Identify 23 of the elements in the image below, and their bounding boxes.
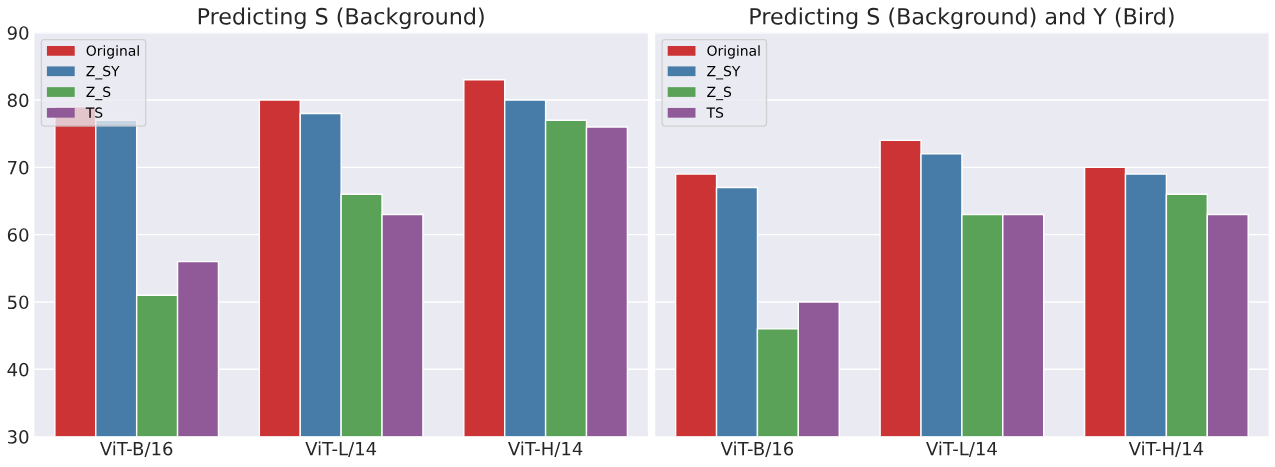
legend-label: Z_SY: [86, 65, 120, 80]
legend-label: Original: [707, 45, 760, 59]
legend-label: TS: [706, 107, 724, 118]
y-tick-label: 90: [7, 26, 29, 40]
y-tick-label: 40: [7, 362, 29, 377]
y-tick-label: 30: [7, 430, 29, 444]
x-tick-label: ViT-H/14: [1128, 441, 1204, 457]
x-tick-label: ViT-H/14: [508, 441, 583, 457]
y-tick-label: 70: [8, 160, 29, 175]
x-tick-label: ViT-L/14: [305, 441, 377, 457]
legend-label: Z_S: [86, 86, 111, 101]
x-tick-label: ViT-L/14: [926, 441, 997, 457]
legend-label: TS: [85, 107, 103, 118]
y-tick-label: 60: [7, 228, 29, 242]
chart-title: Predicting S (Background) and Y (Bird): [750, 7, 1174, 29]
legend-label: Original: [86, 45, 139, 59]
chart-title: Predicting S (Background): [198, 7, 484, 29]
y-tick-label: 50: [7, 295, 29, 310]
x-tick-label: ViT-B/16: [720, 441, 794, 457]
legend-label: Z_SY: [707, 65, 741, 80]
x-tick-label: ViT-B/16: [99, 441, 173, 457]
legend-label: Z_S: [707, 86, 732, 101]
y-tick-label: 80: [7, 93, 29, 108]
